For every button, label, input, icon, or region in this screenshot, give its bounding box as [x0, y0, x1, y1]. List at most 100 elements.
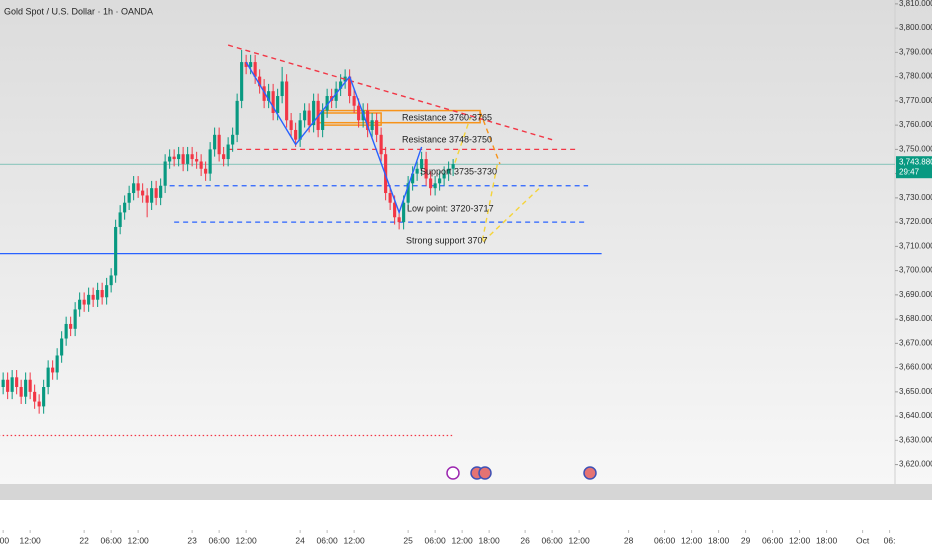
x-tick-label: 28: [624, 535, 634, 545]
candle-body: [24, 379, 28, 397]
candle-body: [163, 161, 167, 186]
annotation: Support 3735-3730: [420, 166, 497, 176]
candle-body: [424, 159, 428, 179]
candle-body: [348, 76, 352, 97]
x-tick-label: 06:00: [541, 535, 563, 545]
candle-body: [267, 91, 271, 101]
candle-body: [406, 183, 410, 203]
y-tick-label: 3,690.000: [899, 290, 932, 299]
candle-body: [19, 387, 23, 397]
candle-body: [78, 299, 82, 310]
annotation: Low point: 3720-3717: [407, 203, 494, 213]
candle-body: [339, 81, 343, 89]
y-tick-label: 3,750.000: [899, 144, 932, 153]
candle-body: [429, 178, 433, 189]
y-tick-label: 3,670.000: [899, 338, 932, 347]
y-tick-label: 3,810.000: [899, 0, 932, 8]
candle-body: [82, 299, 86, 305]
candle-body: [334, 88, 338, 101]
candle-body: [447, 168, 451, 174]
candle-body: [370, 120, 374, 130]
countdown: 29:47: [899, 167, 920, 176]
x-tick-label: 23: [187, 535, 197, 545]
candle-body: [42, 387, 46, 407]
x-tick-label: 12:00: [235, 535, 257, 545]
candle-body: [213, 134, 217, 150]
drawing-line: [479, 111, 501, 165]
candle-body: [96, 290, 100, 300]
x-tick-label: 18:00: [816, 535, 838, 545]
drawing-line: [454, 117, 471, 163]
candle-body: [1, 379, 5, 388]
candle-body: [6, 379, 10, 392]
candle-body: [307, 110, 311, 126]
candle-body: [244, 62, 248, 67]
price-label: 3,743.880: [899, 157, 932, 166]
x-tick-label: 06:: [884, 535, 896, 545]
candle-body: [145, 195, 149, 203]
candle-body: [69, 323, 73, 329]
y-tick-label: 3,710.000: [899, 241, 932, 250]
candle-body: [51, 367, 55, 373]
drawing-line: [227, 44, 553, 141]
candle-body: [154, 188, 158, 198]
y-tick-label: 3,730.000: [899, 193, 932, 202]
x-tick-label: 06:00: [424, 535, 446, 545]
candle-body: [73, 309, 77, 329]
candle-body: [438, 178, 442, 184]
y-tick-label: 3,660.000: [899, 363, 932, 372]
candle-body: [15, 377, 19, 388]
candle-body: [352, 96, 356, 106]
candle-body: [46, 367, 50, 388]
candle-body: [217, 134, 221, 155]
candle-body: [222, 154, 226, 160]
candle-body: [28, 379, 32, 392]
candle-body: [433, 183, 437, 189]
x-tick-label: 12:00: [568, 535, 590, 545]
y-tick-label: 3,680.000: [899, 314, 932, 323]
candle-body: [262, 86, 266, 101]
candle-body: [258, 76, 262, 87]
candle-body: [402, 202, 406, 223]
y-tick-label: 3,770.000: [899, 96, 932, 105]
candle-body: [312, 100, 316, 126]
x-tick-label: 06:00: [101, 535, 123, 545]
candle-body: [325, 96, 329, 111]
candle-body: [114, 226, 118, 276]
candle-body: [415, 168, 419, 174]
candle-body: [195, 159, 199, 162]
x-tick-label: 12:00: [128, 535, 150, 545]
event-icon[interactable]: [583, 466, 597, 480]
x-tick-label: 12:00: [20, 535, 42, 545]
y-tick-label: 3,760.000: [899, 120, 932, 129]
x-tick-label: 18:00: [478, 535, 500, 545]
x-tick-label: 06:00: [316, 535, 338, 545]
event-icon[interactable]: [478, 466, 492, 480]
candle-body: [393, 202, 397, 218]
candle-body: [289, 120, 293, 130]
x-tick-label: 25: [403, 535, 413, 545]
candle-body: [285, 81, 289, 121]
candle-body: [159, 185, 163, 198]
candle-body: [375, 120, 379, 135]
chart-title: Gold Spot / U.S. Dollar · 1h · OANDA: [4, 6, 153, 16]
candle-body: [132, 183, 136, 194]
candle-body: [136, 183, 140, 191]
candle-body: [109, 275, 113, 286]
annotation: Strong support 3707: [406, 235, 488, 245]
candle-body: [190, 154, 194, 160]
time-axis-background: [0, 500, 932, 550]
candle-body: [271, 91, 275, 113]
plot-background: [0, 0, 932, 484]
candle-body: [451, 164, 455, 169]
x-tick-label: 06:00: [208, 535, 230, 545]
candle-body: [105, 285, 109, 298]
candle-body: [276, 96, 280, 113]
candle-body: [294, 129, 298, 140]
candle-body: [366, 110, 370, 130]
y-tick-label: 3,640.000: [899, 411, 932, 420]
candle-body: [181, 154, 185, 164]
event-icon[interactable]: [446, 466, 460, 480]
x-tick-label: 24: [295, 535, 305, 545]
